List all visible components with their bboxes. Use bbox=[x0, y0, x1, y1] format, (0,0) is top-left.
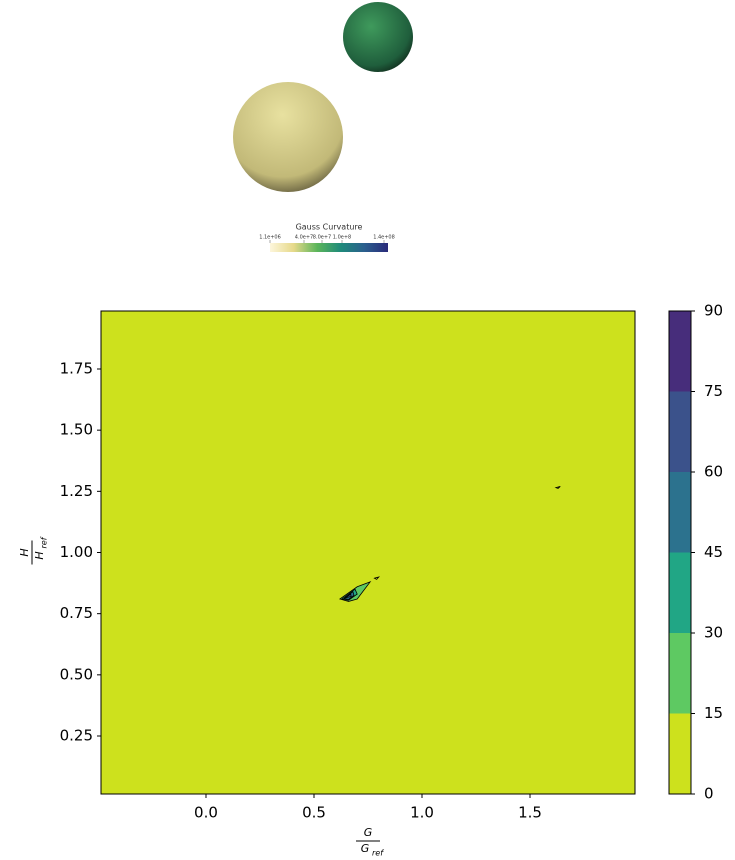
y-tick-label: 1.75 bbox=[60, 359, 93, 377]
y-tick-label: 0.75 bbox=[60, 604, 93, 622]
render-colorbar-label: 8.0e+7 bbox=[313, 235, 331, 241]
colorbar-tick-label: 30 bbox=[704, 624, 723, 642]
y-label-subscript: ref bbox=[40, 536, 49, 548]
x-label-subscript: ref bbox=[372, 849, 384, 858]
contour-region bbox=[373, 576, 381, 580]
colorbar-tick-label: 90 bbox=[704, 302, 723, 320]
sphere-large bbox=[233, 82, 343, 192]
colorbar-band bbox=[669, 713, 691, 794]
y-tick-label: 1.25 bbox=[60, 482, 93, 500]
y-label-denominator: H bbox=[33, 551, 46, 559]
colorbar-band bbox=[669, 552, 691, 633]
render-colorbar-labels: 1.1e+06 4.0e+7 8.0e+7 1.0e+8 1.4e+08 bbox=[259, 235, 395, 243]
colorbar-tick-label: 75 bbox=[704, 382, 723, 400]
y-label-numerator: H bbox=[18, 548, 31, 556]
colorbar-tick-label: 45 bbox=[704, 543, 723, 561]
colorbar-tick-label: 15 bbox=[704, 704, 723, 722]
sphere-small bbox=[343, 2, 413, 72]
colorbar-tick-label: 60 bbox=[704, 463, 723, 481]
render-colorbar bbox=[270, 243, 388, 252]
render-colorbar-label: 1.0e+8 bbox=[333, 235, 351, 241]
colorbar-band bbox=[669, 472, 691, 553]
colorbar-band bbox=[669, 311, 691, 392]
x-tick-label: 0.5 bbox=[302, 804, 326, 822]
x-label-denominator: G bbox=[361, 842, 370, 855]
y-tick-label: 1.50 bbox=[60, 421, 93, 439]
render-colorbar-title: Gauss Curvature bbox=[296, 223, 363, 232]
y-tick-label: 0.50 bbox=[60, 665, 93, 683]
x-tick-label: 1.0 bbox=[410, 804, 434, 822]
colorbar-band bbox=[669, 391, 691, 472]
x-tick-label: 0.0 bbox=[194, 804, 218, 822]
contour-fill bbox=[101, 311, 635, 794]
y-tick-label: 0.25 bbox=[60, 727, 93, 745]
x-label-numerator: G bbox=[364, 826, 373, 839]
x-tick-label: 1.5 bbox=[518, 804, 542, 822]
render-colorbar-label: 1.1e+06 bbox=[259, 235, 281, 241]
render-colorbar-label: 1.4e+08 bbox=[373, 235, 395, 241]
colorbar-band bbox=[669, 633, 691, 714]
contour-region bbox=[345, 593, 352, 599]
render-colorbar-label: 4.0e+7 bbox=[295, 235, 313, 241]
contour-region bbox=[554, 486, 561, 489]
y-tick-label: 1.00 bbox=[60, 543, 93, 561]
colorbar-tick-label: 0 bbox=[704, 785, 714, 803]
